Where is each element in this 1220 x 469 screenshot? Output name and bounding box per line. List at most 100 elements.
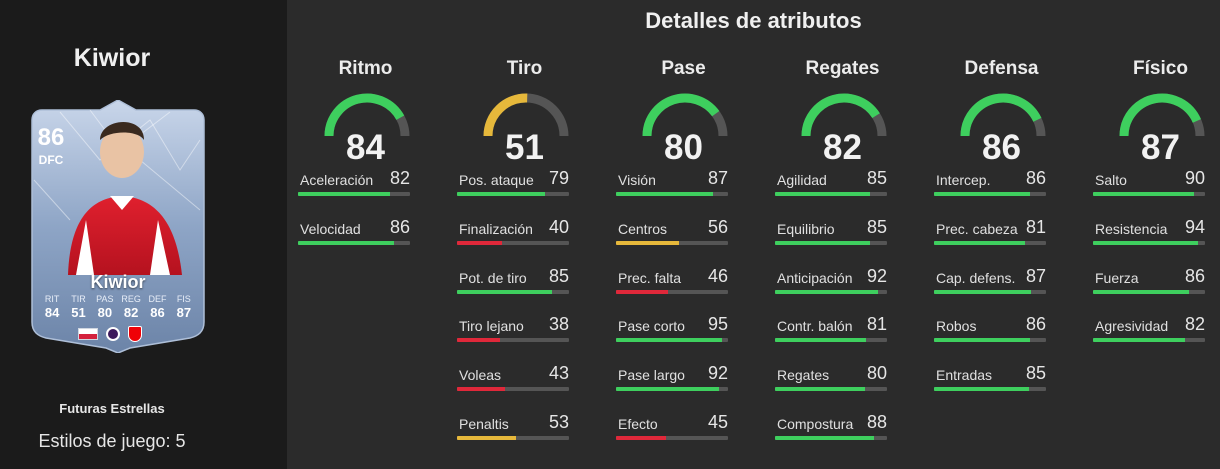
category-gauge: 82	[775, 84, 910, 167]
attribute-row: Equilibrio 85	[775, 217, 887, 245]
attribute-row: Velocidad 86	[298, 217, 410, 245]
category-value: 87	[1141, 128, 1180, 167]
attribute-value: 86	[1025, 168, 1046, 188]
attribute-bar-fill	[934, 387, 1030, 391]
player-card[interactable]: 86 DFC Kiwior RIT 84 TIR 51 PAS 80 REG 82 DE…	[30, 100, 206, 353]
nation-flag-icon	[78, 328, 98, 340]
attribute-value: 92	[707, 363, 728, 383]
attribute-bar-fill	[775, 387, 865, 391]
attribute-bar	[775, 290, 887, 294]
attribute-value: 85	[548, 266, 569, 286]
attribute-row: Prec. falta 46	[616, 266, 728, 294]
attribute-bar	[457, 290, 569, 294]
attribute-bar-fill	[616, 192, 714, 196]
attribute-bar-fill	[934, 290, 1032, 294]
attribute-bar	[775, 192, 887, 196]
card-stat: TIR 51	[65, 294, 91, 320]
attribute-value: 86	[1184, 266, 1205, 286]
attribute-bar-fill	[616, 241, 679, 245]
card-background	[31, 100, 205, 353]
attribute-row: Pot. de tiro 85	[457, 266, 569, 294]
attribute-label: Compostura	[777, 416, 854, 432]
category-gauge: 80	[616, 84, 751, 167]
gauge-arc	[324, 93, 410, 137]
attribute-label: Prec. cabeza	[936, 221, 1018, 237]
attribute-row: Efecto 45	[616, 412, 728, 440]
attribute-label: Penaltis	[459, 416, 509, 432]
gauge-arc	[1119, 93, 1205, 137]
attribute-row: Aceleración 82	[298, 168, 410, 196]
card-stat: PAS 80	[92, 294, 118, 320]
attribute-row: Agresividad 82	[1093, 314, 1205, 342]
attribute-row: Entradas 85	[934, 363, 1046, 391]
card-stat: RIT 84	[39, 294, 65, 320]
attribute-bar	[934, 387, 1046, 391]
attribute-bar	[1093, 290, 1205, 294]
attribute-row: Cap. defens. 87	[934, 266, 1046, 294]
gauge-fill	[324, 93, 405, 137]
attribute-bar	[934, 241, 1046, 245]
attribute-bar-fill	[616, 387, 720, 391]
attribute-column-4: Defensa 86 Intercep. 86 Prec. cabeza 81 Cap. d…	[934, 58, 1069, 391]
card-stat-value: 51	[71, 305, 86, 320]
attribute-value: 40	[548, 217, 569, 237]
attribute-row: Visión 87	[616, 168, 728, 196]
attribute-row: Pase corto 95	[616, 314, 728, 342]
attribute-value: 45	[707, 412, 728, 432]
attribute-bar-fill	[775, 192, 871, 196]
attribute-row: Resistencia 94	[1093, 217, 1205, 245]
card-position: DFC	[38, 153, 64, 167]
attribute-bar-fill	[775, 241, 871, 245]
category-name: Defensa	[964, 58, 1039, 79]
card-stat-label: TIR	[71, 294, 86, 304]
category-name: Físico	[1133, 58, 1188, 79]
category-gauge: 84	[298, 84, 433, 167]
card-stat-label: REG	[121, 294, 141, 304]
attribute-column-2: Pase 80 Visión 87 Centros 56 Prec. falta 46 Pase…	[616, 58, 751, 440]
playstyles-count[interactable]: Estilos de juego: 5	[38, 431, 186, 451]
attribute-bar	[934, 192, 1046, 196]
attribute-value: 85	[866, 217, 887, 237]
card-stat-value: 86	[150, 305, 165, 320]
attribute-row: Prec. cabeza 81	[934, 217, 1046, 245]
page-title: Detalles de atributos	[645, 8, 862, 33]
attribute-value: 90	[1184, 168, 1205, 188]
attribute-row: Finalización 40	[457, 217, 569, 245]
attribute-row: Pase largo 92	[616, 363, 728, 391]
attribute-bar	[616, 387, 728, 391]
attribute-bar	[298, 241, 410, 245]
attribute-label: Prec. falta	[618, 270, 682, 286]
attribute-value: 85	[866, 168, 887, 188]
attribute-bar-fill	[457, 290, 553, 294]
attribute-bar-fill	[616, 290, 668, 294]
attribute-bar-fill	[1093, 241, 1199, 245]
attribute-label: Pase corto	[618, 318, 685, 334]
attribute-column-5: Físico 87 Salto 90 Resistencia 94 Fuerza 86 Agre…	[1093, 58, 1220, 342]
attribute-bar	[775, 436, 887, 440]
promo-label: Futuras Estrellas	[59, 401, 165, 416]
attribute-bar-fill	[298, 241, 395, 245]
attribute-label: Anticipación	[777, 270, 853, 286]
attribute-value: 87	[707, 168, 728, 188]
attribute-bar-fill	[298, 192, 390, 196]
card-stat: REG 82	[118, 294, 144, 320]
attribute-label: Resistencia	[1095, 221, 1168, 237]
card-stat: DEF 86	[144, 294, 170, 320]
attribute-bar	[457, 192, 569, 196]
attribute-row: Pos. ataque 79	[457, 168, 569, 196]
category-value: 84	[346, 128, 385, 167]
gauge-fill	[801, 93, 880, 137]
category-gauge: 86	[934, 84, 1069, 167]
category-name: Ritmo	[338, 58, 393, 79]
attribute-bar	[298, 192, 410, 196]
attribute-value: 46	[707, 266, 728, 286]
attribute-bar	[775, 338, 887, 342]
attribute-value: 53	[548, 412, 569, 432]
attribute-label: Visión	[618, 172, 656, 188]
attribute-bar	[457, 436, 569, 440]
attribute-bar-fill	[457, 436, 517, 440]
attribute-bar	[934, 290, 1046, 294]
attribute-bar	[1093, 241, 1205, 245]
attribute-label: Entradas	[936, 367, 993, 383]
attribute-bar-fill	[1093, 290, 1190, 294]
